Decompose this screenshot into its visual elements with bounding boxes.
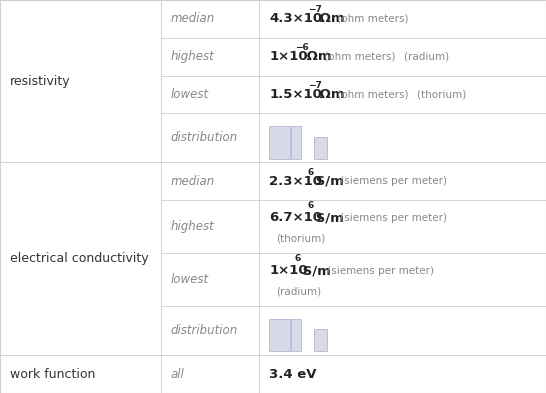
Text: distribution: distribution: [171, 324, 238, 337]
Bar: [161, 355, 259, 393]
Bar: [161, 200, 259, 253]
Bar: [259, 200, 546, 253]
Bar: [259, 113, 546, 162]
Text: 6.7×10: 6.7×10: [269, 211, 322, 224]
Text: (ohm meters)  (thorium): (ohm meters) (thorium): [334, 90, 466, 99]
Bar: [269, 126, 290, 158]
Text: distribution: distribution: [171, 131, 238, 145]
Bar: [259, 0, 546, 38]
Bar: [314, 136, 327, 158]
Bar: [259, 75, 546, 113]
Bar: [0, 0, 161, 162]
Bar: [161, 253, 259, 306]
Bar: [259, 38, 546, 75]
Bar: [314, 329, 327, 351]
Text: 1.5×10: 1.5×10: [269, 88, 322, 101]
Bar: [259, 355, 546, 393]
Text: (thorium): (thorium): [276, 233, 325, 243]
Text: 1×10: 1×10: [269, 50, 308, 63]
Text: 6: 6: [295, 254, 301, 263]
Text: 6: 6: [308, 167, 314, 176]
Text: S/m: S/m: [299, 264, 331, 277]
Text: median: median: [171, 13, 215, 26]
Text: (ohm meters): (ohm meters): [334, 14, 409, 24]
Bar: [259, 162, 546, 200]
Text: all: all: [171, 367, 185, 380]
Bar: [291, 319, 301, 351]
Text: (siemens per meter): (siemens per meter): [337, 176, 447, 186]
Text: Ωm: Ωm: [315, 13, 345, 26]
Text: Ωm: Ωm: [302, 50, 331, 63]
Bar: [161, 0, 259, 38]
Bar: [259, 306, 546, 355]
Text: resistivity: resistivity: [10, 75, 70, 88]
Bar: [259, 253, 546, 306]
Text: −7: −7: [308, 81, 322, 90]
Text: highest: highest: [171, 50, 215, 63]
Text: median: median: [171, 175, 215, 188]
Text: (siemens per meter): (siemens per meter): [324, 266, 434, 275]
Bar: [161, 306, 259, 355]
Text: −7: −7: [308, 5, 322, 14]
Text: highest: highest: [171, 220, 215, 233]
Text: S/m: S/m: [311, 211, 345, 224]
Text: lowest: lowest: [171, 88, 209, 101]
Bar: [161, 162, 259, 200]
Bar: [269, 319, 290, 351]
Text: (ohm meters)  (radium): (ohm meters) (radium): [322, 52, 449, 62]
Text: Ωm: Ωm: [315, 88, 345, 101]
Text: lowest: lowest: [171, 273, 209, 286]
Text: (siemens per meter): (siemens per meter): [337, 213, 447, 223]
Bar: [0, 355, 161, 393]
Bar: [161, 75, 259, 113]
Text: 4.3×10: 4.3×10: [269, 13, 322, 26]
Text: electrical conductivity: electrical conductivity: [10, 252, 149, 265]
Text: (radium): (radium): [276, 286, 321, 296]
Text: 3.4 eV: 3.4 eV: [269, 367, 317, 380]
Bar: [161, 113, 259, 162]
Text: work function: work function: [10, 367, 95, 380]
Bar: [161, 38, 259, 75]
Text: S/m: S/m: [311, 175, 345, 188]
Text: 1×10: 1×10: [269, 264, 308, 277]
Text: 2.3×10: 2.3×10: [269, 175, 322, 188]
Text: −6: −6: [295, 43, 308, 52]
Bar: [291, 126, 301, 158]
Text: 6: 6: [308, 201, 314, 210]
Bar: [0, 162, 161, 355]
